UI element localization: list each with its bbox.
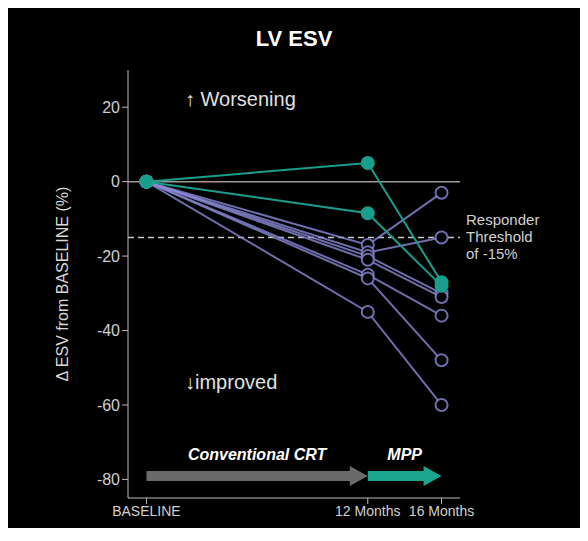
svg-text:Conventional CRT: Conventional CRT [188,446,328,463]
html-text:↓improved: ↓improved [185,371,278,393]
svg-text:0: 0 [111,173,120,190]
svg-text:-60: -60 [97,397,120,414]
svg-text:16 Months: 16 Months [409,503,474,519]
svg-text:MPP: MPP [387,446,422,463]
svg-text:-80: -80 [97,471,120,488]
html-text:LV ESV: LV ESV [255,26,333,51]
svg-text:-20: -20 [97,248,120,265]
svg-text:12 Months: 12 Months [335,503,400,519]
svg-text:-40: -40 [97,322,120,339]
html-text:↑ Worsening: ↑ Worsening [185,88,296,110]
svg-text:ResponderThresholdof -15%: ResponderThresholdof -15% [466,211,539,262]
svg-text:BASELINE: BASELINE [112,503,180,519]
html-text:Δ ESV from BASELINE (%): Δ ESV from BASELINE (%) [54,186,71,382]
svg-text:20: 20 [102,99,120,116]
